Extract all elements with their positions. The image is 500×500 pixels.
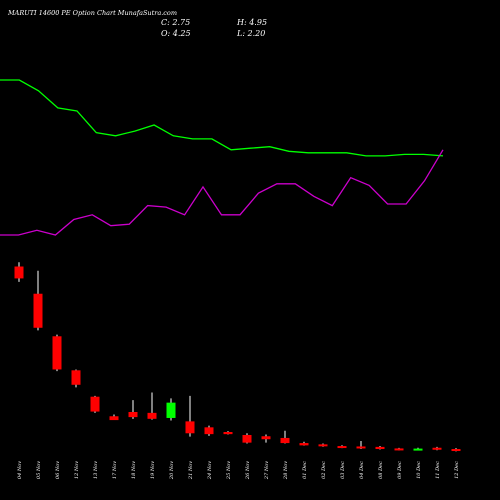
open-value: O: 4.25 xyxy=(161,29,191,38)
candle xyxy=(204,425,214,436)
candle-body xyxy=(223,432,233,435)
candle xyxy=(432,446,442,451)
candle xyxy=(337,445,347,449)
candle-body xyxy=(147,412,157,419)
indicator-line-1 xyxy=(0,79,444,157)
candle-body xyxy=(52,336,62,370)
candle-body xyxy=(128,412,138,418)
candle xyxy=(261,434,271,443)
candle xyxy=(375,446,385,450)
candle xyxy=(280,430,290,444)
candle-body xyxy=(280,437,290,444)
indicator-line-2 xyxy=(0,149,444,236)
candle-body xyxy=(337,446,347,449)
candle xyxy=(52,334,62,372)
low-value: L: 2.20 xyxy=(236,29,265,38)
close-value: C: 2.75 xyxy=(161,18,190,27)
x-axis-labels: 04 Nov 05 Nov 06 Nov 12 Nov 13 Nov 17 Nov 18 N… xyxy=(17,461,460,480)
candle-body xyxy=(451,449,461,452)
x-tick-label: 06 Nov xyxy=(55,461,61,479)
candle xyxy=(299,441,309,446)
candle-body xyxy=(14,266,24,279)
candle xyxy=(128,400,138,419)
candle xyxy=(223,431,233,435)
x-tick-label: 11 Dec xyxy=(435,461,441,479)
x-tick-label: 26 Nov xyxy=(245,461,251,480)
candle-body xyxy=(109,416,119,421)
x-tick-label: 17 Nov xyxy=(112,461,118,479)
candle xyxy=(147,392,157,420)
x-tick-label: 27 Nov xyxy=(264,461,270,480)
x-tick-label: 04 Dec xyxy=(359,461,365,479)
indicator-lines xyxy=(0,79,444,236)
x-tick-label: 19 Nov xyxy=(150,461,156,479)
x-tick-label: 01 Dec xyxy=(302,461,308,479)
x-tick-label: 09 Dec xyxy=(397,461,403,479)
candle-body xyxy=(356,446,366,449)
candle-body xyxy=(166,402,176,418)
candle-body xyxy=(185,421,195,434)
x-tick-label: 12 Nov xyxy=(74,461,80,479)
candle xyxy=(166,398,176,421)
x-tick-label: 10 Dec xyxy=(416,461,422,479)
x-tick-label: 13 Nov xyxy=(93,461,99,479)
candle xyxy=(451,448,461,452)
candle xyxy=(413,447,423,451)
x-tick-label: 25 Nov xyxy=(226,461,232,480)
x-tick-label: 04 Nov xyxy=(17,461,23,479)
candle xyxy=(356,440,366,450)
candle xyxy=(90,395,100,413)
candle xyxy=(71,369,81,388)
candle-body xyxy=(318,444,328,447)
candle-body xyxy=(33,293,43,328)
candle-body xyxy=(90,396,100,412)
x-tick-label: 20 Nov xyxy=(169,461,175,480)
x-tick-label: 05 Nov xyxy=(36,461,42,479)
candle xyxy=(394,447,404,451)
candle xyxy=(14,262,24,282)
x-tick-label: 08 Dec xyxy=(378,461,384,479)
high-value: H: 4.95 xyxy=(236,18,267,27)
candle-body xyxy=(204,427,214,435)
candle xyxy=(109,414,119,421)
candle-body xyxy=(394,448,404,451)
candlestick-series xyxy=(14,262,461,452)
x-tick-label: 21 Nov xyxy=(188,461,194,480)
candle xyxy=(318,443,328,447)
candle-body xyxy=(71,370,81,385)
candle-body xyxy=(413,448,423,451)
candle xyxy=(33,270,43,331)
x-tick-label: 12 Dec xyxy=(454,461,460,479)
x-tick-label: 24 Nov xyxy=(207,461,213,480)
chart-title: MARUTI 14600 PE Option Chart MunafaSutra… xyxy=(7,9,177,17)
x-tick-label: 02 Dec xyxy=(321,461,327,479)
candle-body xyxy=(432,447,442,450)
candle xyxy=(185,395,195,437)
x-tick-label: 28 Nov xyxy=(283,461,289,480)
candle-body xyxy=(261,436,271,440)
candle-body xyxy=(375,446,385,450)
candle-body xyxy=(242,434,252,443)
x-tick-label: 03 Dec xyxy=(340,461,346,479)
candle-body xyxy=(299,443,309,446)
x-tick-label: 18 Nov xyxy=(131,461,137,479)
candle xyxy=(242,433,252,444)
